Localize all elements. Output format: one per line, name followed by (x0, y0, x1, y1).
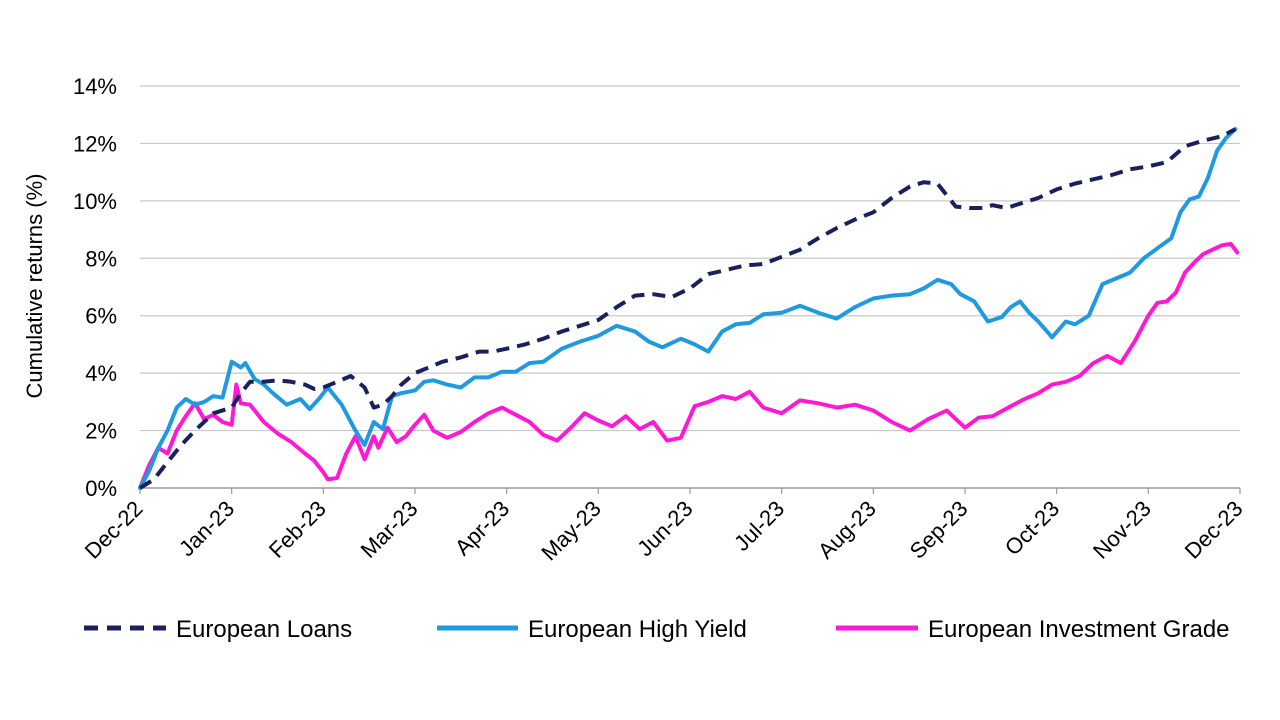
series-european-loans (138, 127, 1237, 490)
y-tick-label: 14% (73, 74, 117, 99)
y-tick-label: 12% (73, 131, 117, 156)
x-tick-label: Jan-23 (174, 496, 239, 561)
x-tick-label: Dec-22 (80, 496, 148, 564)
series-european-investment-grade (138, 241, 1240, 490)
legend-label-loans: European Loans (176, 616, 352, 643)
y-tick-label: 6% (85, 304, 117, 329)
x-axis-ticks: Dec-22 Jan-23 Feb-23 Mar-23 Apr-23 May-23 Jun-… (80, 488, 1248, 565)
x-tick-label: Oct-23 (1000, 496, 1064, 560)
y-tick-label: 10% (73, 189, 117, 214)
x-tick-label: Nov-23 (1088, 496, 1156, 564)
series-layer (138, 127, 1240, 490)
legend-item-investment-grade[interactable]: European Investment Grade (836, 616, 1230, 643)
x-tick-label: Mar-23 (356, 496, 423, 563)
legend-label-high-yield: European High Yield (528, 616, 747, 643)
y-axis-title: Cumulative returns (%) (22, 174, 47, 399)
x-tick-label: Dec-23 (1180, 496, 1248, 564)
x-tick-label: May-23 (536, 496, 606, 566)
legend-item-high-yield[interactable]: European High Yield (437, 616, 747, 643)
x-tick-label: Jun-23 (632, 496, 697, 561)
y-tick-label: 8% (85, 246, 117, 271)
x-tick-label: Sep-23 (905, 496, 973, 564)
y-tick-label: 2% (85, 419, 117, 444)
legend-item-loans[interactable]: European Loans (84, 616, 352, 643)
y-tick-label: 4% (85, 361, 117, 386)
legend-label-investment-grade: European Investment Grade (928, 616, 1230, 643)
y-tick-label: 0% (85, 476, 117, 501)
legend: European Loans European High Yield Europ… (84, 616, 1230, 643)
series-european-high-yield (138, 127, 1238, 490)
gridlines (140, 85, 1240, 489)
x-tick-label: Aug-23 (813, 496, 881, 564)
y-axis-ticks: 0% 2% 4% 6% 8% 10% 12% 14% (73, 74, 117, 501)
x-tick-label: Jul-23 (729, 496, 789, 556)
x-tick-label: Feb-23 (264, 496, 331, 563)
x-tick-label: Apr-23 (450, 496, 514, 560)
